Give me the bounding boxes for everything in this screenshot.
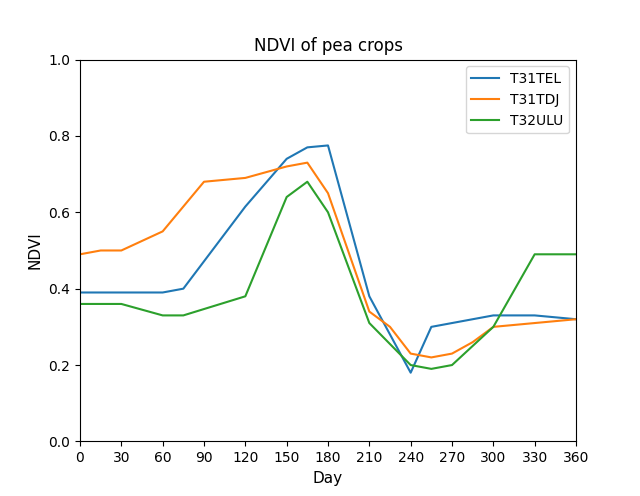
T32ULU xyxy=(324,209,332,215)
T32ULU xyxy=(303,179,311,185)
T31TEL xyxy=(448,320,456,326)
T32ULU xyxy=(118,301,125,307)
T31TDJ xyxy=(448,351,456,357)
T31TEL xyxy=(469,316,477,322)
T31TDJ xyxy=(76,251,84,257)
T32ULU xyxy=(407,362,415,368)
T31TDJ xyxy=(407,351,415,357)
T31TDJ xyxy=(469,339,477,345)
T31TEL xyxy=(490,312,497,318)
T32ULU xyxy=(76,301,84,307)
T31TEL xyxy=(428,324,435,330)
T32ULU xyxy=(241,293,249,299)
T31TDJ xyxy=(324,190,332,196)
T31TDJ xyxy=(490,324,497,330)
T31TDJ xyxy=(118,248,125,253)
T31TEL xyxy=(365,293,373,299)
T31TDJ xyxy=(386,324,394,330)
T31TEL xyxy=(159,290,166,296)
Line: T32ULU: T32ULU xyxy=(80,182,576,369)
T31TEL xyxy=(283,156,291,162)
T32ULU xyxy=(572,251,580,257)
T31TDJ xyxy=(531,320,538,326)
T31TDJ xyxy=(159,228,166,235)
T31TEL xyxy=(324,142,332,148)
T31TEL xyxy=(303,144,311,150)
T31TDJ xyxy=(303,160,311,166)
T31TEL xyxy=(179,286,187,292)
T32ULU xyxy=(159,312,166,318)
Title: NDVI of pea crops: NDVI of pea crops xyxy=(253,37,403,55)
T31TDJ xyxy=(283,164,291,170)
Legend: T31TEL, T31TDJ, T32ULU: T31TEL, T31TDJ, T32ULU xyxy=(466,66,569,133)
T32ULU xyxy=(283,194,291,200)
X-axis label: Day: Day xyxy=(313,471,343,486)
T31TDJ xyxy=(241,175,249,181)
T32ULU xyxy=(365,320,373,326)
T31TEL xyxy=(531,312,538,318)
Line: T31TEL: T31TEL xyxy=(80,145,576,372)
T31TEL xyxy=(572,316,580,322)
Y-axis label: NDVI: NDVI xyxy=(28,232,43,269)
Line: T31TDJ: T31TDJ xyxy=(80,163,576,358)
T31TEL xyxy=(76,290,84,296)
T32ULU xyxy=(490,324,497,330)
T31TEL xyxy=(241,203,249,209)
T32ULU xyxy=(531,251,538,257)
T31TDJ xyxy=(200,179,208,185)
T31TDJ xyxy=(428,355,435,361)
T31TDJ xyxy=(97,248,104,253)
T32ULU xyxy=(428,366,435,372)
T31TEL xyxy=(118,290,125,296)
T31TDJ xyxy=(365,309,373,314)
T31TEL xyxy=(407,370,415,375)
T32ULU xyxy=(448,362,456,368)
T31TDJ xyxy=(572,316,580,322)
T32ULU xyxy=(179,312,187,318)
